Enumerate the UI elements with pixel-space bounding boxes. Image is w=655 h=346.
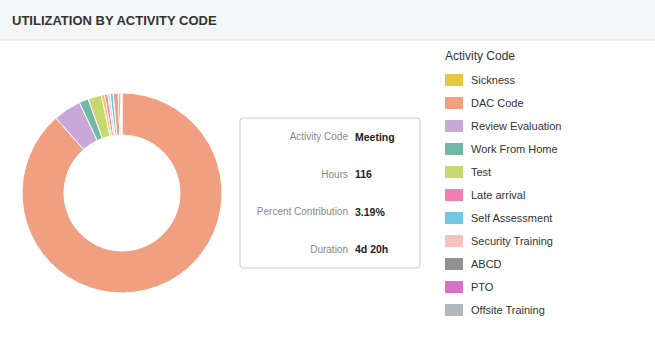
- legend-label: Security Training: [471, 235, 553, 247]
- tooltip: Activity Code Meeting Hours 116 Percent Cont…: [240, 118, 420, 268]
- legend-swatch: [445, 74, 463, 86]
- legend-item: PTO: [445, 281, 494, 293]
- chart: UTILIZATION BY ACTIVITY CODE Activity Cod…: [0, 0, 655, 346]
- legend-swatch: [445, 212, 463, 224]
- legend-label: Late arrival: [471, 189, 525, 201]
- legend-item: Sickness: [445, 74, 516, 86]
- tooltip-value: Meeting: [355, 131, 395, 143]
- legend-swatch: [445, 235, 463, 247]
- legend-swatch: [445, 258, 463, 270]
- legend-swatch: [445, 166, 463, 178]
- tooltip-field: Activity Code: [290, 131, 349, 142]
- tooltip-value: 3.19%: [355, 206, 385, 218]
- legend-label: Self Assessment: [471, 212, 552, 224]
- tooltip-field: Hours: [321, 169, 348, 180]
- legend-label: PTO: [471, 281, 494, 293]
- legend-item: Late arrival: [445, 189, 525, 201]
- tooltip-value: 4d 20h: [355, 243, 388, 255]
- tooltip-field: Percent Contribution: [257, 206, 348, 217]
- title: UTILIZATION BY ACTIVITY CODE: [12, 13, 217, 28]
- legend-swatch: [445, 304, 463, 316]
- legend-label: DAC Code: [471, 97, 524, 109]
- legend-label: Test: [471, 166, 491, 178]
- legend-swatch: [445, 120, 463, 132]
- slice: [121, 93, 123, 135]
- legend-label: Work From Home: [471, 143, 558, 155]
- legend-item: Offsite Training: [445, 304, 545, 316]
- legend: Activity Code Sickness DAC Code Review Eval…: [445, 49, 562, 316]
- legend-swatch: [445, 143, 463, 155]
- legend-item: Review Evaluation: [445, 120, 562, 132]
- header-border: [0, 40, 655, 41]
- legend-label: Sickness: [471, 74, 516, 86]
- legend-swatch: [445, 97, 463, 109]
- legend-item: Self Assessment: [445, 212, 552, 224]
- legend-swatch: [445, 189, 463, 201]
- slice: [118, 93, 121, 135]
- header-bar: [0, 0, 655, 40]
- legend-item: ABCD: [445, 258, 502, 270]
- legend-item: Test: [445, 166, 491, 178]
- tooltip-box: [240, 118, 420, 268]
- tooltip-value: 116: [355, 168, 372, 180]
- legend-title: Activity Code: [445, 49, 515, 63]
- tooltip-field: Duration: [310, 244, 348, 255]
- legend-item: DAC Code: [445, 97, 524, 109]
- legend-label: ABCD: [471, 258, 502, 270]
- legend-item: Security Training: [445, 235, 553, 247]
- slice: [22, 93, 222, 293]
- donut: [22, 93, 222, 293]
- legend-label: Offsite Training: [471, 304, 545, 316]
- legend-swatch: [445, 281, 463, 293]
- legend-item: Work From Home: [445, 143, 558, 155]
- legend-label: Review Evaluation: [471, 120, 562, 132]
- slice: [120, 93, 122, 135]
